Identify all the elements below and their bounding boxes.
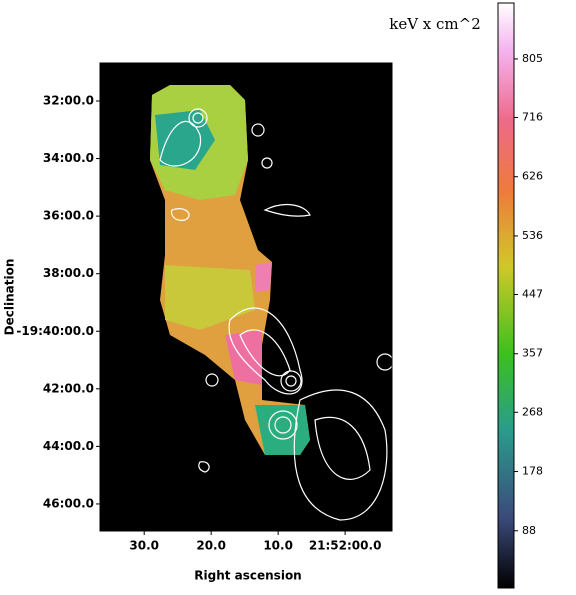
colorbar-tick-label: 805 (522, 52, 543, 65)
colorbar-tick-label: 357 (522, 347, 543, 360)
y-tick-label: 46:00.0 (43, 496, 94, 510)
colorbar-tick-label: 88 (522, 524, 536, 537)
y-tick-label: 36:00.0 (43, 209, 94, 223)
x-tick-label: 30.0 (129, 539, 159, 553)
y-tick-label: 32:00.0 (43, 93, 94, 107)
colorbar-tick-label: 716 (522, 110, 543, 123)
colorbar-tick-label: 268 (522, 405, 543, 418)
x-tick-label: 20.0 (196, 539, 226, 553)
y-tick-label: -19:40:00.0 (16, 324, 94, 338)
colorbar-tick-label: 536 (522, 229, 543, 242)
colorbar-label: keV x cm^2 (389, 15, 481, 33)
x-tick-label: 10.0 (263, 539, 293, 553)
x-tick-label: 21:52:00.0 (309, 539, 382, 553)
image (100, 63, 394, 531)
plot-frame (99, 62, 393, 532)
y-tick-label: 44:00.0 (43, 439, 94, 453)
colorbar-tick-label: 626 (522, 170, 543, 183)
colorbar-tick-label: 178 (522, 465, 543, 478)
y-tick-label: 34:00.0 (43, 151, 94, 165)
x-axis-label: Right ascension (194, 569, 301, 583)
y-axis-label: Declination (3, 259, 17, 336)
y-tick-label: 38:00.0 (43, 266, 94, 280)
colorbar-tick-label: 447 (522, 288, 543, 301)
y-tick-label: 42:00.0 (43, 381, 94, 395)
colorbar (497, 2, 515, 589)
